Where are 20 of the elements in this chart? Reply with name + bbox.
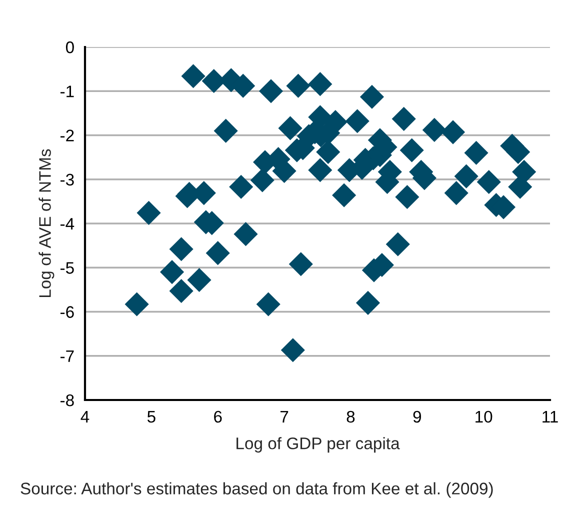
x-tick-label: 5 [147,411,156,423]
x-tick-label: 7 [280,411,288,422]
x-tick-label: 9 [413,410,421,423]
y-tick-label: 0 [66,41,74,54]
y-tick-label: -8 [60,394,74,406]
source-note: Source: Author's estimates based on data from Kee et al. (2009) [20,482,493,498]
x-tick-label: 11 [542,411,558,422]
y-tick-label: -7 [60,350,74,362]
y-tick-label: -4 [60,218,74,230]
y-tick-label: -6 [60,306,74,318]
y-tick-label: -1 [60,86,74,98]
y-tick-label: -2 [60,130,74,142]
x-tick-label: 4 [80,411,90,422]
y-tick-label: -3 [60,174,74,186]
y-axis-title: Log of AVE of NTMs [38,149,54,298]
y-tick-label: -5 [60,262,74,274]
x-tick-label: 6 [214,410,222,423]
x-tick-label: 10 [476,410,492,423]
x-axis-title: Log of GDP per capita [236,437,400,453]
x-tick-label: 8 [346,410,355,423]
